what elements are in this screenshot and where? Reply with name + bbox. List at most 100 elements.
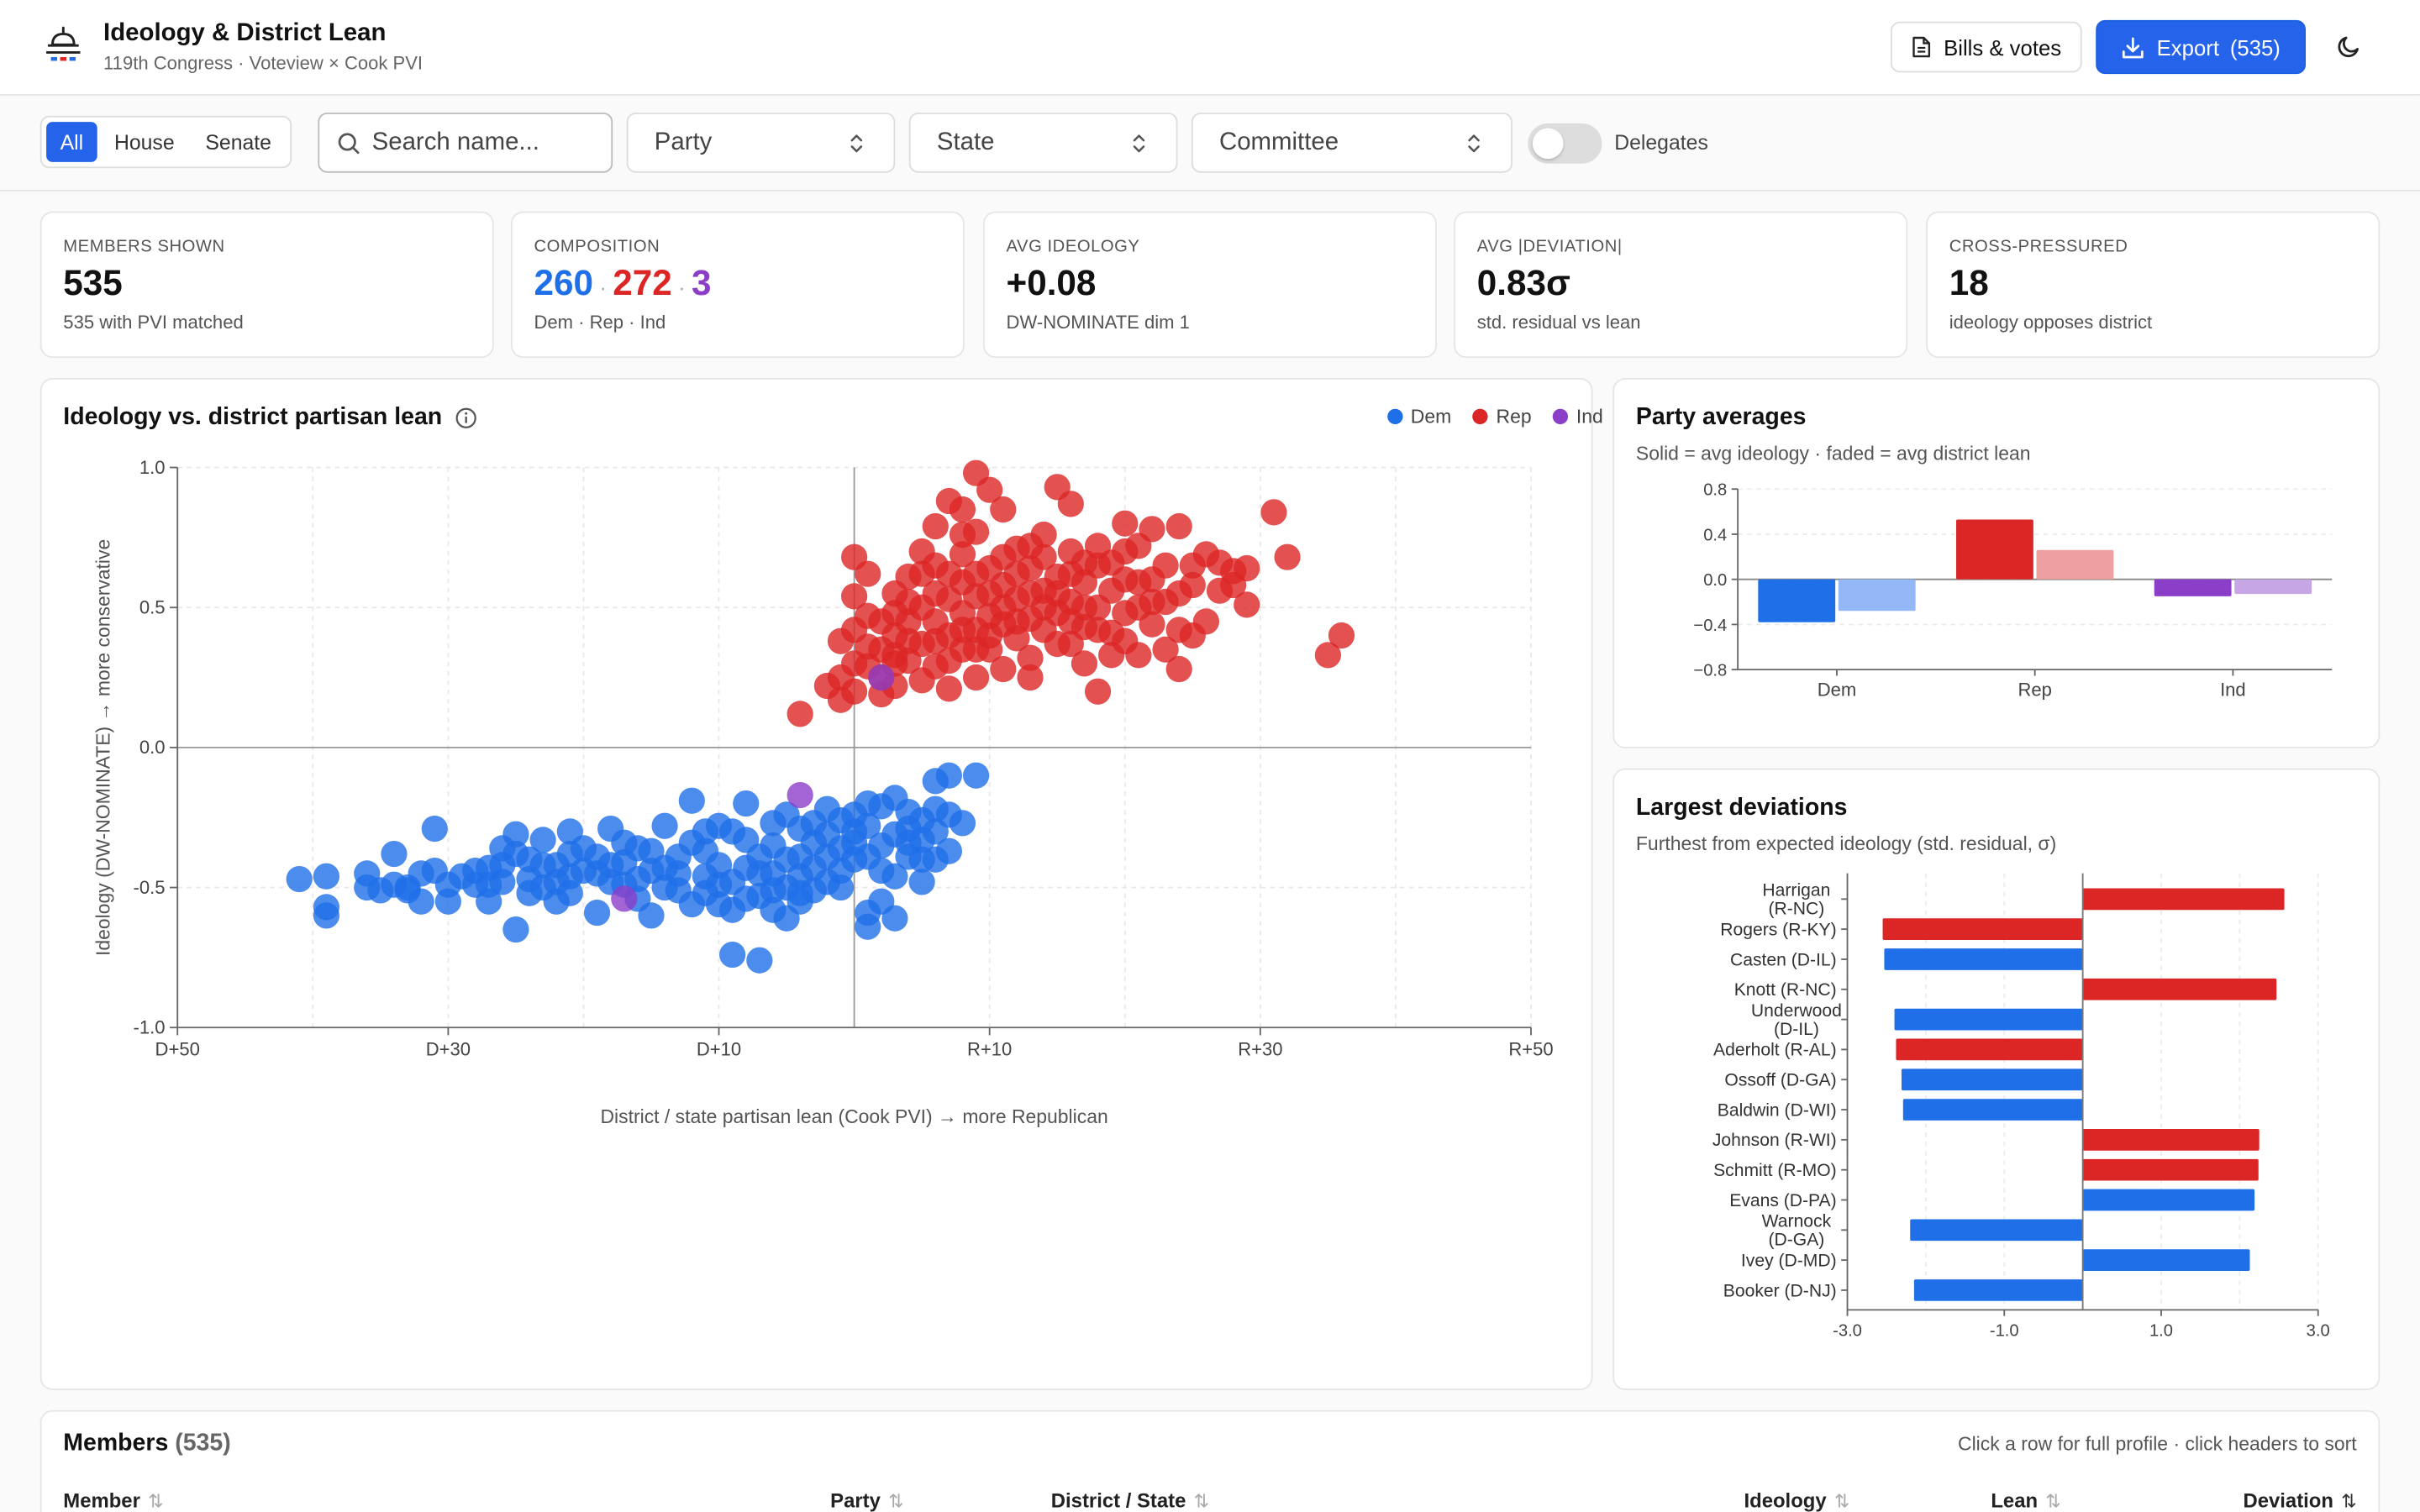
export-button[interactable]: Export (535)	[2096, 19, 2307, 75]
scatter-point-ind	[611, 885, 638, 912]
scatter-point-rep	[895, 588, 922, 616]
document-icon	[1913, 36, 1931, 58]
committee-select-label: Committee	[1218, 129, 1339, 155]
scatter-point-rep	[1165, 512, 1192, 540]
scatter-point-dem	[800, 810, 827, 837]
deviation-bar	[2082, 1158, 2259, 1181]
scatter-point-rep	[786, 701, 813, 727]
scatter-point-dem	[638, 857, 665, 885]
scatter-point-dem	[678, 787, 705, 814]
stat-value: 0.83σ	[1476, 262, 1570, 302]
scatter-point-dem	[543, 888, 570, 915]
scatter-point-rep	[908, 560, 935, 587]
column-header-ideology[interactable]: Ideology ⇅	[1744, 1488, 1849, 1512]
deviation-bar	[1896, 1038, 2083, 1061]
scatter-point-dem	[434, 888, 461, 915]
column-header-deviation[interactable]: Deviation ⇅	[2244, 1488, 2357, 1512]
scatter-point-dem	[855, 899, 881, 927]
members-title-text: Members	[63, 1430, 169, 1457]
composition-rep-count: 272	[613, 262, 672, 302]
stat-sub: std. residual vs lean	[1476, 312, 1641, 333]
scatter-point-rep	[962, 636, 990, 663]
deviation-bar	[1894, 1008, 2083, 1031]
stat-value: 535	[63, 262, 123, 302]
stat-value: +0.08	[1006, 262, 1097, 302]
scatter-point-dem	[516, 879, 543, 906]
scatter-point-rep	[922, 512, 949, 540]
legend-item-dem: Dem	[1387, 406, 1451, 428]
deviation-label: Harrigan	[1762, 881, 1830, 900]
export-label: Export	[2156, 34, 2219, 60]
sort-icon: ⇅	[1833, 1489, 1850, 1512]
column-label: Member	[63, 1488, 140, 1512]
scatter-point-dem	[313, 863, 340, 890]
chamber-tab-all[interactable]: All	[46, 122, 97, 162]
bills-votes-button[interactable]: Bills & votes	[1890, 21, 2082, 73]
scatter-point-rep	[1165, 580, 1192, 607]
scatter-point-rep	[990, 655, 1017, 683]
search-input[interactable]	[371, 113, 604, 171]
scatter-point-rep	[1098, 549, 1125, 576]
scatter-point-dem	[367, 877, 394, 904]
party-select[interactable]: Party	[626, 113, 896, 173]
scatter-point-dem	[678, 890, 705, 918]
scatter-point-dem	[529, 827, 556, 853]
composition-dem-count: 260	[534, 262, 593, 302]
scatter-point-dem	[665, 860, 692, 887]
scatter-point-rep	[1084, 617, 1112, 643]
scatter-point-rep	[1084, 678, 1112, 705]
deviation-bar	[1910, 1219, 2083, 1242]
deviation-label: Underwood	[1751, 1001, 1842, 1021]
sort-icon: ⇅	[148, 1489, 164, 1512]
scatter-point-dem	[827, 874, 855, 901]
search-box	[318, 113, 613, 173]
theme-toggle-button[interactable]	[2328, 24, 2370, 67]
party-averages-panel: Party averages Solid = avg ideology · fa…	[1612, 377, 2381, 748]
scatter-point-rep	[1057, 491, 1084, 517]
scatter-point-rep	[1044, 580, 1071, 607]
scatter-point-rep	[949, 541, 976, 568]
chevron-up-down-icon	[1133, 134, 1145, 153]
deviation-bar	[2082, 888, 2285, 911]
stat-sub: DW-NOMINATE dim 1	[1006, 312, 1190, 333]
stat-sub: 535 with PVI matched	[63, 312, 244, 333]
scatter-point-dem	[408, 888, 434, 915]
scatter-point-dem	[381, 840, 408, 868]
party-averages-title: Party averages	[1635, 404, 1807, 431]
scatter-point-rep	[1139, 588, 1165, 616]
chamber-tab-house[interactable]: House	[113, 130, 175, 154]
column-header-member[interactable]: Member ⇅	[63, 1488, 163, 1512]
chevron-up-down-icon	[1468, 134, 1480, 153]
deviation-label: Schmitt (R-MO)	[1713, 1161, 1837, 1180]
deviation-bar	[2082, 1249, 2250, 1271]
legend-item-rep: Rep	[1472, 406, 1532, 428]
toggle-knob	[1532, 128, 1564, 160]
scatter-point-rep	[976, 476, 1003, 503]
scatter-point-rep	[841, 678, 868, 705]
chamber-tab-senate[interactable]: Senate	[205, 130, 271, 154]
scatter-point-dem	[651, 812, 678, 839]
members-hint: Click a row for full profile · click hea…	[1957, 1433, 2357, 1456]
scatter-legend: Dem Rep Ind	[1387, 406, 1603, 428]
deviation-label: Evans (D-PA)	[1729, 1191, 1836, 1210]
deviation-label: Ossoff (D-GA)	[1724, 1071, 1836, 1090]
scatter-title-row: Ideology vs. district partisan lean	[63, 404, 476, 432]
y-axis-label: Ideology (DW-NOMINATE) → more conservati…	[92, 539, 113, 956]
members-panel: Members (535) Click a row for full profi…	[39, 1410, 2381, 1512]
sort-icon: ⇅	[1193, 1489, 1210, 1512]
scatter-point-dem	[421, 815, 448, 843]
bar-rep-ideology	[1956, 519, 2033, 580]
scatter-point-dem	[760, 877, 786, 904]
deviation-label: Warnock	[1762, 1212, 1832, 1231]
party-averages-subtitle: Solid = avg ideology · faded = avg distr…	[1635, 443, 2031, 465]
scatter-point-dem	[611, 848, 638, 876]
x-tick-label: Ind	[2220, 679, 2246, 700]
info-icon[interactable]	[455, 407, 476, 429]
column-header-party[interactable]: Party ⇅	[830, 1488, 903, 1512]
committee-select[interactable]: Committee	[1191, 113, 1512, 173]
column-header-district[interactable]: District / State ⇅	[1051, 1488, 1209, 1512]
delegates-toggle[interactable]	[1528, 123, 1602, 164]
column-header-lean[interactable]: Lean ⇅	[1991, 1488, 2060, 1512]
largest-deviations-chart: -3.0 -1.0 1.0 3.0 Harrigan(R-NC)Rogers (R-KY…	[1712, 873, 2330, 1341]
state-select[interactable]: State	[908, 113, 1178, 173]
